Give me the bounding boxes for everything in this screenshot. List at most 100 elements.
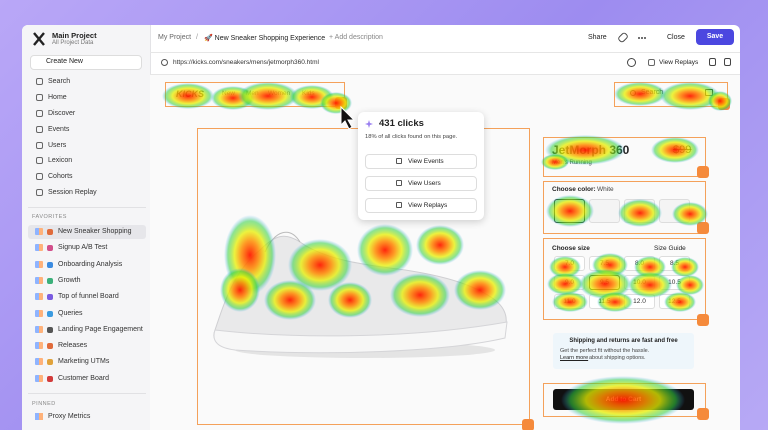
- save-button[interactable]: [696, 29, 734, 45]
- size-label: 7.0: [564, 260, 575, 267]
- size-guide[interactable]: Size Guide: [654, 245, 686, 252]
- site-search: Search: [641, 89, 664, 96]
- shipping-title: Shipping and returns are fast and free: [569, 338, 678, 344]
- popup-title: 431 clicks: [379, 118, 424, 129]
- nav-item[interactable]: Discover: [48, 110, 76, 117]
- nav-item[interactable]: Cohorts: [48, 173, 73, 180]
- favorite-item[interactable]: Queries: [58, 309, 83, 317]
- color-swatch[interactable]: [659, 199, 690, 223]
- nav-icon: [36, 173, 43, 180]
- share-button[interactable]: Share: [588, 34, 607, 41]
- emoji-icon: [47, 310, 53, 317]
- product-category: Men's Running: [552, 160, 592, 166]
- close-button[interactable]: Close: [667, 34, 685, 41]
- nav-icon: [36, 142, 43, 149]
- heatmap-tag: [335, 97, 347, 109]
- favorite-item[interactable]: Growth: [58, 276, 81, 284]
- divider: [150, 52, 740, 53]
- pinned-item[interactable]: Proxy Metrics: [48, 413, 91, 420]
- heatmap-tag: [718, 98, 730, 110]
- favorites-heading: FAVORITES: [32, 214, 67, 220]
- project-name[interactable]: Main Project: [52, 31, 97, 40]
- thumb-up[interactable]: [709, 58, 716, 66]
- favorite-item[interactable]: Top of funnel Board: [58, 293, 119, 301]
- emoji-icon: [47, 261, 53, 268]
- color-value: White: [597, 186, 614, 193]
- size-label: 12.5: [668, 298, 681, 305]
- board-icon: [35, 325, 43, 333]
- size-label: 11.5: [598, 298, 611, 305]
- shipping-rest: about shipping options.: [589, 355, 646, 361]
- shipping-link[interactable]: Learn more: [560, 355, 589, 361]
- pinned-heading: PINNED: [32, 401, 56, 407]
- emoji-icon: [47, 245, 53, 252]
- heatmap-tag: [697, 314, 709, 326]
- color-swatch[interactable]: [554, 199, 585, 223]
- color-swatch[interactable]: [624, 199, 655, 223]
- board-icon: [35, 260, 43, 268]
- shipping-box: [553, 333, 694, 369]
- favorite-item[interactable]: New Sneaker Shopping: [58, 228, 132, 235]
- emoji-icon: [47, 343, 53, 350]
- heatmap-tag: [522, 419, 534, 430]
- nav-item[interactable]: Users: [48, 142, 67, 149]
- nav-icon: [36, 110, 43, 117]
- thumb-down[interactable]: [724, 58, 731, 66]
- size-frame: [543, 238, 706, 320]
- board-icon: [35, 413, 43, 420]
- favorite-item[interactable]: Marketing UTMs: [58, 358, 110, 366]
- size-label: 9.5: [599, 279, 610, 286]
- create-button[interactable]: [30, 55, 142, 70]
- clear-icon[interactable]: [627, 58, 636, 67]
- favorite-item[interactable]: Landing Page Engagement: [58, 325, 143, 333]
- board-icon: [35, 276, 43, 284]
- breadcrumb[interactable]: My Project: [158, 34, 192, 41]
- breadcrumb-separator: /: [196, 34, 198, 41]
- size-label: 7.5: [599, 260, 610, 267]
- board-icon: [35, 374, 43, 382]
- nav-item[interactable]: Events: [48, 126, 70, 133]
- site-nav-item: Kids: [302, 90, 315, 97]
- page-title: 🚀 New Sneaker Shopping Experience: [204, 35, 326, 42]
- nav-item[interactable]: Search: [48, 78, 71, 85]
- size-label: 12.0: [633, 298, 646, 305]
- active-highlight: [28, 225, 146, 239]
- more-dot: [638, 37, 640, 39]
- add-description[interactable]: + Add description: [329, 34, 383, 41]
- popup-button[interactable]: [365, 176, 477, 191]
- board-icon: [35, 228, 43, 235]
- color-swatch[interactable]: [589, 199, 620, 223]
- site-logo: KICKS: [176, 89, 205, 99]
- logo-mark: [33, 32, 45, 46]
- size-label: Choose size: [552, 245, 590, 252]
- popup-button[interactable]: [365, 154, 477, 169]
- board-icon: [35, 293, 43, 301]
- nav-icon: [36, 94, 43, 101]
- popup-button[interactable]: [365, 198, 477, 213]
- view-replays[interactable]: View Replays: [659, 59, 699, 66]
- board-icon: [35, 358, 43, 366]
- globe-icon: [161, 59, 168, 66]
- emoji-icon: [47, 229, 53, 235]
- popup-button-label: View Events: [408, 158, 444, 165]
- popup-subtitle: 18% of all clicks found on this page.: [365, 134, 458, 140]
- favorite-item[interactable]: Releases: [58, 342, 88, 350]
- site-nav-item: New: [222, 90, 236, 97]
- color-label: Choose color:: [552, 186, 596, 193]
- favorite-item[interactable]: Onboarding Analysis: [58, 260, 123, 268]
- replay-icon: [648, 59, 655, 66]
- popup-button-label: View Users: [408, 180, 441, 187]
- heatmap-tag: [697, 222, 709, 234]
- button-icon: [396, 158, 402, 164]
- more-dot: [641, 37, 643, 39]
- board-icon: [35, 244, 43, 252]
- nav-item[interactable]: Home: [48, 94, 67, 101]
- favorite-item[interactable]: Signup A/B Test: [58, 244, 108, 252]
- nav-item[interactable]: Lexicon: [48, 157, 73, 164]
- nav-item[interactable]: Session Replay: [48, 189, 97, 196]
- emoji-icon: [47, 359, 53, 366]
- size-label: 8.5: [669, 260, 680, 267]
- add-to-cart-label: Add to Cart: [605, 396, 642, 403]
- favorite-item[interactable]: Customer Board: [58, 374, 109, 382]
- popup-button-label: View Replays: [408, 202, 448, 209]
